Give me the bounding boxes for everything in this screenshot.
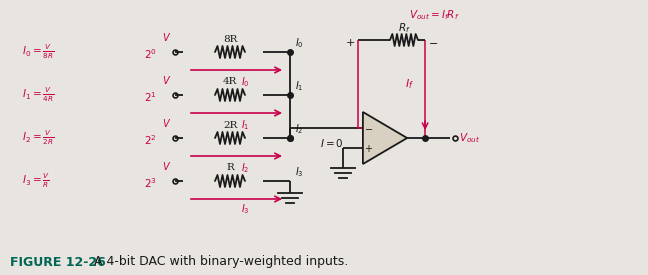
Text: $R_f$: $R_f$ (398, 21, 410, 35)
Text: $V$: $V$ (163, 31, 172, 43)
Text: $2^2$: $2^2$ (145, 133, 157, 147)
Text: $V$: $V$ (163, 160, 172, 172)
Text: $I_3$: $I_3$ (295, 165, 304, 179)
Text: $I_2$: $I_2$ (295, 122, 303, 136)
Text: $I_3$: $I_3$ (240, 202, 249, 216)
Text: $+$: $+$ (345, 37, 355, 48)
Text: $+$: $+$ (364, 143, 373, 154)
Text: A 4-bit DAC with binary-weighted inputs.: A 4-bit DAC with binary-weighted inputs. (82, 255, 348, 268)
Text: $I_1=\frac{V}{4R}$: $I_1=\frac{V}{4R}$ (22, 86, 54, 104)
Text: R: R (226, 164, 234, 172)
Text: $-$: $-$ (364, 123, 373, 133)
Text: 4R: 4R (223, 78, 237, 87)
Text: $I_0=\frac{V}{8R}$: $I_0=\frac{V}{8R}$ (22, 43, 54, 61)
Text: $I_0$: $I_0$ (295, 36, 304, 50)
Text: 2R: 2R (223, 120, 237, 130)
Text: $V_{out}$: $V_{out}$ (459, 131, 480, 145)
Polygon shape (363, 112, 407, 164)
Text: $2^0$: $2^0$ (144, 47, 157, 61)
Text: $-$: $-$ (428, 37, 438, 47)
Text: $2^3$: $2^3$ (145, 176, 157, 190)
Text: $I_2=\frac{V}{2R}$: $I_2=\frac{V}{2R}$ (22, 129, 54, 147)
Text: $I=0$: $I=0$ (320, 137, 343, 149)
Text: $V$: $V$ (163, 74, 172, 86)
Text: 8R: 8R (223, 34, 237, 43)
Text: $2^1$: $2^1$ (145, 90, 157, 104)
Text: $I_2$: $I_2$ (241, 161, 249, 175)
Text: FIGURE 12-26: FIGURE 12-26 (10, 255, 106, 268)
Text: $V$: $V$ (163, 117, 172, 129)
Text: $I_3=\frac{V}{R}$: $I_3=\frac{V}{R}$ (22, 172, 50, 190)
Text: $I_f$: $I_f$ (404, 77, 413, 91)
Text: $V_{out} = I_f R_f$: $V_{out} = I_f R_f$ (409, 8, 459, 22)
Text: $I_1$: $I_1$ (295, 79, 303, 93)
Text: $I_1$: $I_1$ (241, 118, 249, 132)
Text: $I_0$: $I_0$ (240, 75, 249, 89)
